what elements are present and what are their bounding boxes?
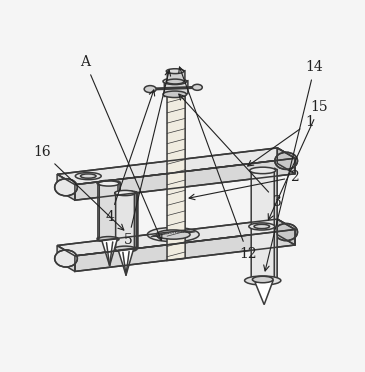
Text: 2: 2 bbox=[189, 170, 299, 200]
Polygon shape bbox=[167, 94, 185, 261]
Ellipse shape bbox=[166, 69, 184, 74]
Polygon shape bbox=[118, 248, 134, 275]
Polygon shape bbox=[251, 170, 277, 283]
Polygon shape bbox=[75, 158, 295, 200]
Ellipse shape bbox=[144, 86, 156, 93]
Polygon shape bbox=[277, 148, 295, 174]
Ellipse shape bbox=[75, 173, 101, 180]
Ellipse shape bbox=[245, 276, 281, 285]
Ellipse shape bbox=[252, 276, 273, 283]
Polygon shape bbox=[274, 168, 277, 280]
Ellipse shape bbox=[147, 227, 199, 242]
Ellipse shape bbox=[250, 167, 276, 174]
Ellipse shape bbox=[163, 78, 187, 84]
Polygon shape bbox=[57, 174, 75, 200]
Polygon shape bbox=[57, 148, 295, 185]
Ellipse shape bbox=[55, 250, 77, 267]
Text: 12: 12 bbox=[179, 67, 257, 261]
Ellipse shape bbox=[156, 230, 190, 239]
Polygon shape bbox=[136, 192, 138, 248]
Ellipse shape bbox=[163, 91, 187, 97]
Polygon shape bbox=[118, 182, 120, 238]
Polygon shape bbox=[99, 183, 120, 241]
Ellipse shape bbox=[254, 224, 270, 229]
Ellipse shape bbox=[250, 277, 276, 284]
Text: 3: 3 bbox=[179, 94, 282, 209]
Text: 1: 1 bbox=[248, 115, 314, 166]
Polygon shape bbox=[57, 246, 75, 272]
Ellipse shape bbox=[192, 84, 202, 90]
Ellipse shape bbox=[166, 79, 184, 84]
Ellipse shape bbox=[98, 237, 119, 242]
Polygon shape bbox=[102, 239, 118, 266]
Polygon shape bbox=[167, 71, 185, 83]
Ellipse shape bbox=[115, 190, 135, 196]
Polygon shape bbox=[134, 191, 137, 248]
Ellipse shape bbox=[115, 246, 137, 252]
Ellipse shape bbox=[97, 180, 119, 186]
Ellipse shape bbox=[97, 236, 119, 241]
Polygon shape bbox=[57, 219, 295, 256]
Text: 5: 5 bbox=[124, 70, 170, 247]
Polygon shape bbox=[277, 219, 295, 245]
Polygon shape bbox=[118, 181, 120, 238]
Ellipse shape bbox=[275, 224, 297, 241]
Polygon shape bbox=[164, 81, 188, 96]
Ellipse shape bbox=[55, 179, 77, 196]
Ellipse shape bbox=[115, 191, 137, 196]
Polygon shape bbox=[116, 193, 138, 251]
Ellipse shape bbox=[80, 174, 96, 178]
Text: 15: 15 bbox=[268, 100, 328, 220]
Polygon shape bbox=[75, 230, 295, 272]
Polygon shape bbox=[98, 182, 120, 241]
Text: 14: 14 bbox=[264, 61, 323, 271]
Ellipse shape bbox=[98, 181, 119, 186]
Polygon shape bbox=[255, 280, 273, 305]
Text: 16: 16 bbox=[34, 145, 124, 230]
Ellipse shape bbox=[249, 223, 275, 230]
Ellipse shape bbox=[115, 246, 135, 251]
Polygon shape bbox=[116, 192, 137, 250]
Ellipse shape bbox=[275, 152, 297, 169]
Text: 4: 4 bbox=[106, 90, 155, 224]
Text: A: A bbox=[80, 55, 162, 241]
